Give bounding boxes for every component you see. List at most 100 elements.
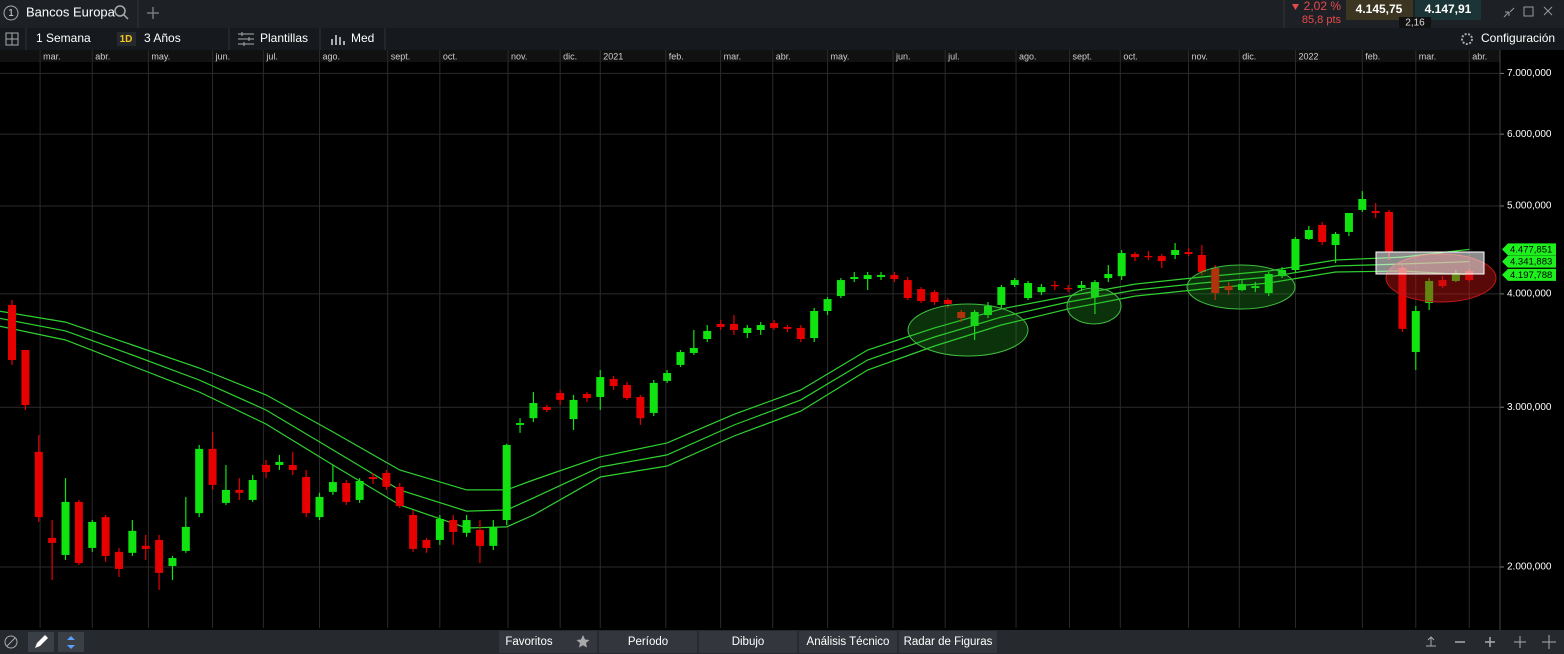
zoom-fit-icon[interactable] [1426,636,1436,647]
candle-body [516,423,525,425]
candle-body [61,501,70,555]
candle-body [1237,284,1246,291]
indicators[interactable]: Med [351,31,374,45]
y-tick-label: 4.000,000 [1507,289,1552,300]
candle-body [716,323,725,327]
y-tick-label: 7.000,000 [1507,68,1552,79]
tab-button[interactable] [799,631,897,653]
zoom-in[interactable] [1485,637,1495,647]
candle-body [729,323,738,330]
down-arrow [1292,4,1299,10]
x-tick-label: nov. [1192,51,1208,61]
highlight-ellipse[interactable] [1186,264,1296,310]
candle-body [676,352,685,365]
layout-icon[interactable] [5,32,19,46]
add-tab[interactable] [147,7,159,19]
tab-label[interactable]: Análisis Técnico [807,636,890,648]
x-tick-label: mar. [724,51,742,61]
bottom-bar: Favoritos Período Dibujo Análisis Técnico Ra… [0,630,1564,654]
indicators-icon [331,35,345,45]
candle-body [489,526,498,546]
candle-body [569,399,578,420]
sort-button[interactable] [58,632,84,652]
clear-icon[interactable] [4,635,18,649]
candle-body [756,325,765,330]
candle-body [1117,253,1126,277]
candle-body [1438,280,1447,287]
candle-body [155,539,164,573]
candle-body [355,480,364,500]
candle-body [1264,274,1273,294]
tab-button[interactable] [699,631,797,653]
candle-body [663,373,672,381]
crosshair-2[interactable] [1542,635,1556,649]
axes: mar. abr. may. jun. jul. ago. sept. oct. nov. dic… [43,51,1556,573]
change-pct: 2,02 % [1304,0,1342,13]
candle-body [1371,210,1380,213]
crosshair[interactable] [1514,636,1526,648]
tab-label[interactable]: Favoritos [505,636,553,648]
search-icon[interactable] [114,5,126,17]
popout-icon[interactable] [1523,6,1534,17]
tab-button[interactable] [899,631,997,653]
price-axis-bg [1500,50,1564,630]
candle-body [823,299,832,311]
x-tick-label: abr. [95,51,110,61]
settings[interactable]: Configuración [1481,31,1555,45]
tab-label[interactable]: Radar de Figuras [904,636,993,648]
sell-box[interactable] [1346,0,1413,20]
instrument[interactable]: Bancos Europa [26,4,116,19]
candle-body [542,406,551,410]
candle-body [74,501,83,564]
price-tag [1502,255,1556,268]
candle-body [288,464,297,471]
templates-icon [238,32,254,46]
candle-body [302,477,311,514]
candle-body [903,280,912,299]
star-icon[interactable] [576,635,590,648]
candle-body [1010,280,1019,286]
x-tick-label: feb. [669,51,684,61]
candle-body [168,558,177,566]
minimize-icon[interactable] [1503,7,1515,18]
candle-body [796,327,805,340]
x-tick-label: 2022 [1298,51,1318,61]
candle-body [1425,281,1434,303]
candle-body [1224,286,1233,291]
x-tick-label: mar. [1419,51,1437,61]
range[interactable]: 3 Años [144,31,181,45]
candle-body [368,477,377,480]
tab-button[interactable] [599,631,697,653]
candle-body [1318,224,1327,243]
interval[interactable]: 1 Semana [36,31,91,45]
change-pts: 85,8 pts [1302,14,1342,26]
x-tick-label: oct. [1123,51,1138,61]
candle-body [743,327,752,333]
close-icon[interactable] [1543,6,1553,16]
y-tick-label: 2.000,000 [1507,562,1552,573]
y-tick-label: 6.000,000 [1507,129,1552,140]
candle-body [582,393,591,399]
templates[interactable]: Plantillas [260,31,308,45]
candle-body [609,378,618,387]
candle-body [636,396,645,419]
buy-box[interactable] [1415,0,1481,20]
tab-label[interactable]: Dibujo [732,636,765,648]
candle-body [1171,250,1180,255]
buy-price: 4.147,91 [1425,2,1472,16]
candle-body [221,489,230,503]
candle-body [957,312,966,319]
index: 1 [8,8,14,19]
highlight-ellipse[interactable] [1066,287,1122,325]
candle-body [1331,233,1340,246]
candle-body [970,312,979,326]
candle-body [596,377,605,397]
candle-body [262,464,271,473]
candle-body [943,300,952,304]
highlight-rect[interactable] [1375,251,1485,275]
candle-body [88,521,97,548]
x-tick-label: 2021 [603,51,623,61]
highlight-ellipse[interactable] [907,303,1029,357]
tab-label[interactable]: Período [628,636,668,648]
tab-button[interactable] [499,631,597,653]
